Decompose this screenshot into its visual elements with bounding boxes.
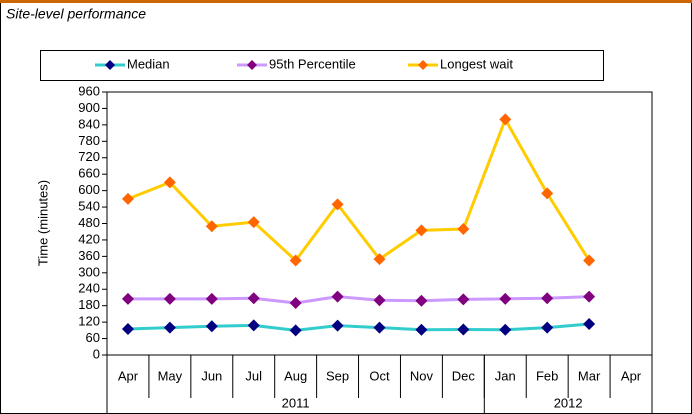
x-tick-label: Jan [495,368,516,383]
data-point [121,322,134,335]
y-tick-label: 780 [78,133,100,148]
data-point [499,113,512,126]
data-point [457,293,470,306]
data-point [121,292,134,305]
data-point [373,321,386,334]
y-tick-label: 840 [78,116,100,131]
x-tick-label: Aug [284,368,307,383]
legend-marker [105,60,115,70]
data-point [247,292,260,305]
data-point [541,187,554,200]
legend-marker [247,60,257,70]
legend-marker [418,60,428,70]
data-point [373,294,386,307]
data-point [373,253,386,266]
data-point [163,176,176,189]
y-tick-label: 360 [78,248,100,263]
y-tick-label: 540 [78,199,100,214]
data-point [331,198,344,211]
y-tick-label: 120 [78,314,100,329]
data-point [415,323,428,336]
x-tick-label: Dec [452,368,476,383]
data-point [583,254,596,267]
y-axis-label: Time (minutes) [35,180,50,266]
data-point [205,292,218,305]
data-point [289,254,302,267]
data-point [289,324,302,337]
x-tick-label: Jul [245,368,262,383]
x-tick-label: Apr [621,368,642,383]
data-point [541,292,554,305]
series-line [127,322,590,332]
data-point [331,290,344,303]
data-point [205,320,218,333]
x-tick-label: Sep [326,368,349,383]
group-label: 2012 [554,395,583,410]
y-tick-label: 720 [78,149,100,164]
data-point [457,222,470,235]
data-point [457,323,470,336]
data-point [289,296,302,309]
data-point [247,216,260,229]
y-tick-label: 900 [78,100,100,115]
series-line [127,295,590,305]
chart-title: Site-level performance [6,6,146,22]
y-tick-label: 420 [78,231,100,246]
y-tick-label: 660 [78,166,100,181]
data-point [163,292,176,305]
data-point [499,292,512,305]
legend-box [40,50,604,81]
data-point [499,323,512,336]
data-point [331,319,344,332]
top-stripe [0,0,692,3]
x-tick-label: May [158,368,183,383]
data-point [583,290,596,303]
x-tick-label: Feb [536,368,558,383]
y-tick-label: 180 [78,297,100,312]
y-tick-label: 960 [78,83,100,98]
data-point [121,192,134,205]
data-point [205,220,218,233]
y-tick-label: 60 [86,330,100,345]
data-point [247,319,260,332]
x-tick-label: Oct [369,368,390,383]
data-point [583,318,596,331]
series-line [127,115,591,263]
legend-label: Median [127,56,170,71]
data-point [163,321,176,334]
x-tick-label: Mar [578,368,601,383]
y-tick-label: 480 [78,215,100,230]
legend-label: Longest wait [440,56,513,71]
group-label: 2011 [282,395,310,410]
y-tick-label: 0 [93,346,100,361]
x-tick-label: Nov [410,368,434,383]
data-point [541,321,554,334]
data-point [415,294,428,307]
y-tick-label: 300 [78,264,100,279]
y-tick-label: 600 [78,182,100,197]
x-tick-label: Jun [201,368,222,383]
y-tick-label: 240 [78,281,100,296]
legend-label: 95th Percentile [269,56,356,71]
x-tick-label: Apr [118,368,139,383]
data-point [415,224,428,237]
